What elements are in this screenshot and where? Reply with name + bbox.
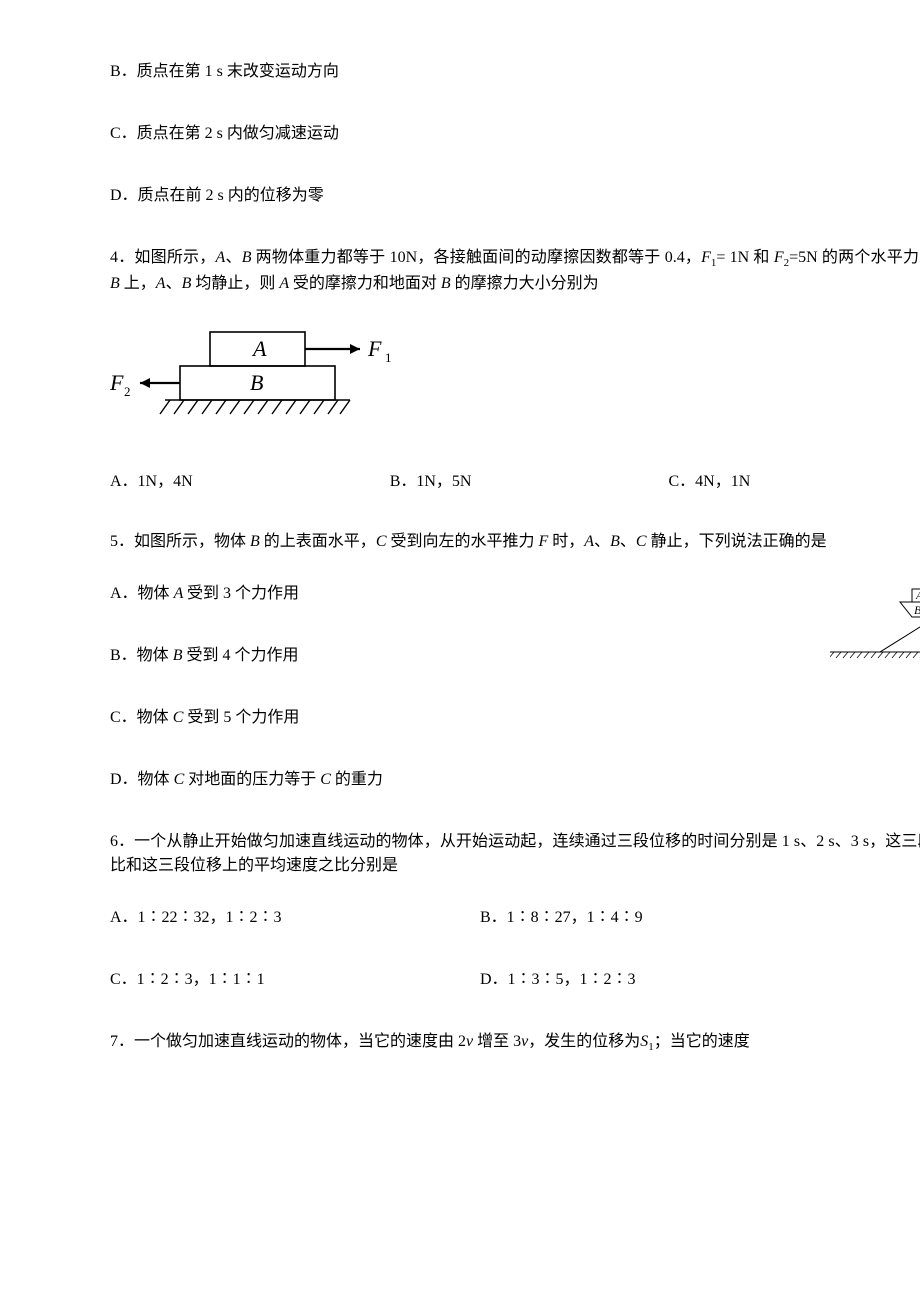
- q6-choice-b: B．1∶8∶27，1∶4∶9: [480, 906, 643, 930]
- q5-b-sym: B: [169, 647, 187, 664]
- q4-fig-sub1: 1: [385, 350, 392, 365]
- q5-c-tail: 受到 5 个力作用: [187, 709, 299, 726]
- q7-t2: 增至 3: [473, 1033, 521, 1050]
- q5-B2: B: [610, 533, 620, 550]
- q4-t3: = 1N 和: [716, 249, 769, 266]
- q4-choice-b: B．1N，5N: [390, 470, 472, 494]
- q4-A4: A: [275, 275, 292, 292]
- q7-stem: 7．一个做匀加速直线运动的物体，当它的速度由 2v 增至 3v，发生的位移为S1…: [110, 1030, 920, 1056]
- q5-a-sym: A: [170, 585, 187, 602]
- q6-row2: C．1∶2∶3，1∶1∶1 D．1∶3∶5，1∶2∶3: [110, 968, 920, 992]
- q6-row1: A．1∶22∶32，1∶2∶3 B．1∶8∶27，1∶4∶9: [110, 906, 920, 930]
- q5-choice-b: B．物体 B 受到 4 个力作用: [110, 644, 920, 668]
- q5-choice-a: A．物体 A 受到 3 个力作用: [110, 582, 920, 606]
- q5-c-pre: C．物体: [110, 709, 169, 726]
- q5-a-pre: A．物体: [110, 585, 170, 602]
- q5-b-tail: 受到 4 个力作用: [186, 647, 298, 664]
- q4-A3: A: [156, 275, 166, 292]
- q5-t4: 时，: [552, 533, 584, 550]
- q7-t3: ，发生的位移为: [528, 1033, 640, 1050]
- q4-t4: =5N 的两个水平力分别作用在: [789, 249, 920, 266]
- q4-stem: 4．如图所示，A、B 两物体重力都等于 10N，各接触面间的动摩擦因数都等于 0…: [110, 246, 920, 296]
- q6-choice-c: C．1∶2∶3，1∶1∶1: [110, 968, 480, 992]
- q4-t6: 上，: [124, 275, 156, 292]
- q4-t1: 4．如图所示，: [110, 249, 215, 266]
- q4-A1: A: [215, 249, 225, 266]
- q3-choice-d: D．质点在前 2 s 内的位移为零: [110, 184, 920, 208]
- q5-fig-a: A: [915, 590, 920, 602]
- q4-choice-a: A．1N，4N: [110, 470, 193, 494]
- q4-F2a: F: [774, 249, 784, 266]
- q5-d-sym: C: [170, 771, 189, 788]
- q5-t5: 静止，下列说法正确的是: [651, 533, 827, 550]
- q4-B1: B: [242, 249, 256, 266]
- q3-choice-c: C．质点在第 2 s 内做匀减速运动: [110, 122, 920, 146]
- q5-t2: 的上表面水平，: [264, 533, 376, 550]
- q6-choice-d: D．1∶3∶5，1∶2∶3: [480, 968, 636, 992]
- q4-t9: 的摩擦力大小分别为: [455, 275, 599, 292]
- q4-choices: A．1N，4N B．1N，5N C．4N，1N D．0N，5N: [110, 470, 920, 494]
- q5-c-sym: C: [169, 709, 188, 726]
- q4-B2: B: [110, 275, 124, 292]
- q4-t7: 均静止，则: [195, 275, 275, 292]
- q4-F1a: F: [701, 249, 711, 266]
- q5-d-tail2: 的重力: [335, 771, 383, 788]
- q6-stem: 6．一个从静止开始做匀加速直线运动的物体，从开始运动起，连续通过三段位移的时间分…: [110, 830, 920, 878]
- q4-t8: 受的摩擦力和地面对: [293, 275, 437, 292]
- q5-a-tail: 受到 3 个力作用: [187, 585, 299, 602]
- q4-t2: 两物体重力都等于 10N，各接触面间的动摩擦因数都等于 0.4，: [256, 249, 701, 266]
- q5-C1: C: [376, 533, 391, 550]
- q5-d-pre: D．物体: [110, 771, 170, 788]
- q4-B4: B: [437, 275, 455, 292]
- q5-b-pre: B．物体: [110, 647, 169, 664]
- q5-A1: A: [584, 533, 594, 550]
- q4-fig-sub2: 2: [124, 384, 131, 399]
- q3-choice-b: B．质点在第 1 s 末改变运动方向: [110, 60, 920, 84]
- q4-fig-label-f2: F: [110, 370, 124, 395]
- q4-fig-label-a: A: [251, 336, 267, 361]
- q5-B1: B: [246, 533, 264, 550]
- q5-t3: 受到向左的水平推力: [390, 533, 534, 550]
- q4-fig-label-b: B: [250, 370, 263, 395]
- q5-t1: 5．如图所示，物体: [110, 533, 246, 550]
- q5-fig-b: B: [914, 603, 920, 617]
- q7-t4: ；当它的速度: [654, 1033, 750, 1050]
- q4-fig-label-f1: F: [367, 336, 382, 361]
- q6-choice-a: A．1∶22∶32，1∶2∶3: [110, 906, 480, 930]
- q5-choice-d: D．物体 C 对地面的压力等于 C 的重力: [110, 768, 920, 792]
- q5-d-sym2: C: [316, 771, 335, 788]
- q5-figure: C B A F: [830, 582, 920, 675]
- q4-choice-c: C．4N，1N: [669, 470, 751, 494]
- q4-figure: A B F 1 F 2: [110, 324, 920, 442]
- q5-F1: F: [535, 533, 553, 550]
- q7-t1: 7．一个做匀加速直线运动的物体，当它的速度由 2: [110, 1033, 466, 1050]
- q5-C2: C: [636, 533, 651, 550]
- q5-d-tail: 对地面的压力等于: [188, 771, 316, 788]
- q5-choice-c: C．物体 C 受到 5 个力作用: [110, 706, 920, 730]
- q4-B3: B: [182, 275, 196, 292]
- q5-stem: 5．如图所示，物体 B 的上表面水平，C 受到向左的水平推力 F 时，A、B、C…: [110, 530, 920, 554]
